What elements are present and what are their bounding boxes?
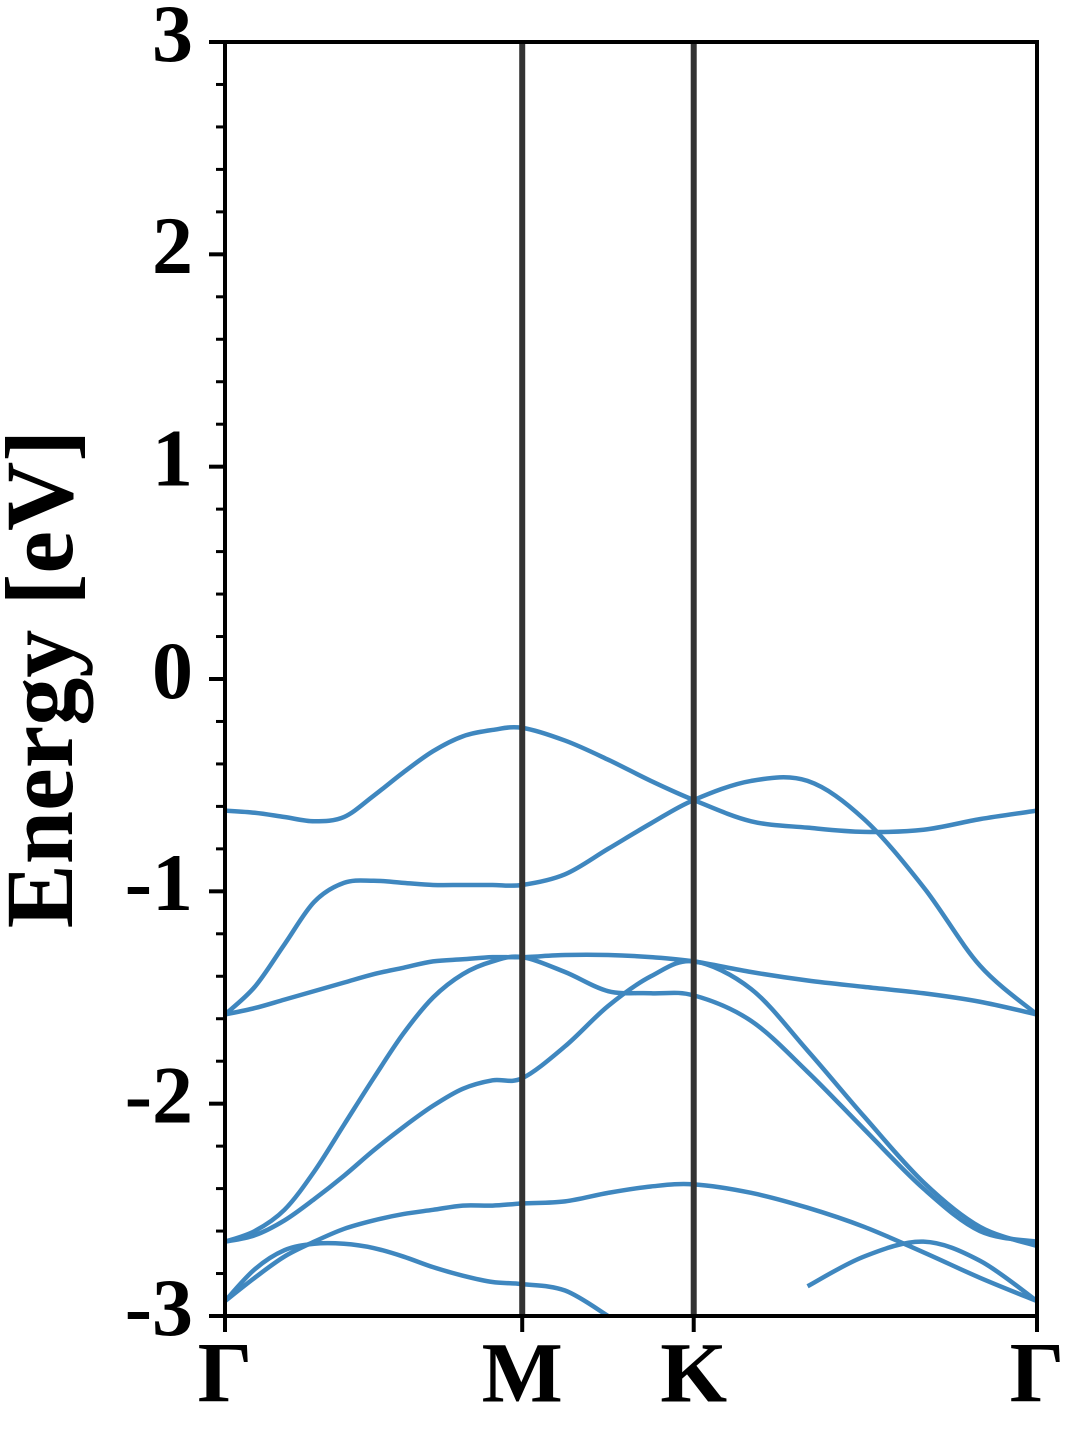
x-tick-label: Γ <box>198 1325 253 1421</box>
y-tick-label: -2 <box>125 1049 193 1140</box>
band-line <box>225 724 1037 835</box>
y-tick-label: 1 <box>152 412 193 503</box>
band-line <box>225 954 1037 1244</box>
band-line <box>225 775 1037 1017</box>
band-line <box>225 958 1037 1249</box>
y-tick-label: -1 <box>125 837 193 928</box>
band-line <box>225 1239 1037 1316</box>
x-tick-label: M <box>482 1325 563 1421</box>
y-tick-label: 2 <box>152 200 193 291</box>
plot-area <box>225 724 1037 1316</box>
y-tick-label: 3 <box>152 0 193 79</box>
x-tick-label: K <box>660 1325 727 1421</box>
x-tick-label: Γ <box>1010 1325 1065 1421</box>
axes-frame <box>223 40 1039 1318</box>
band-line <box>225 952 1037 1017</box>
y-tick-label: 0 <box>152 625 193 716</box>
y-tick-label: -3 <box>125 1262 193 1353</box>
y-axis-label: Energy [eV] <box>0 430 93 929</box>
